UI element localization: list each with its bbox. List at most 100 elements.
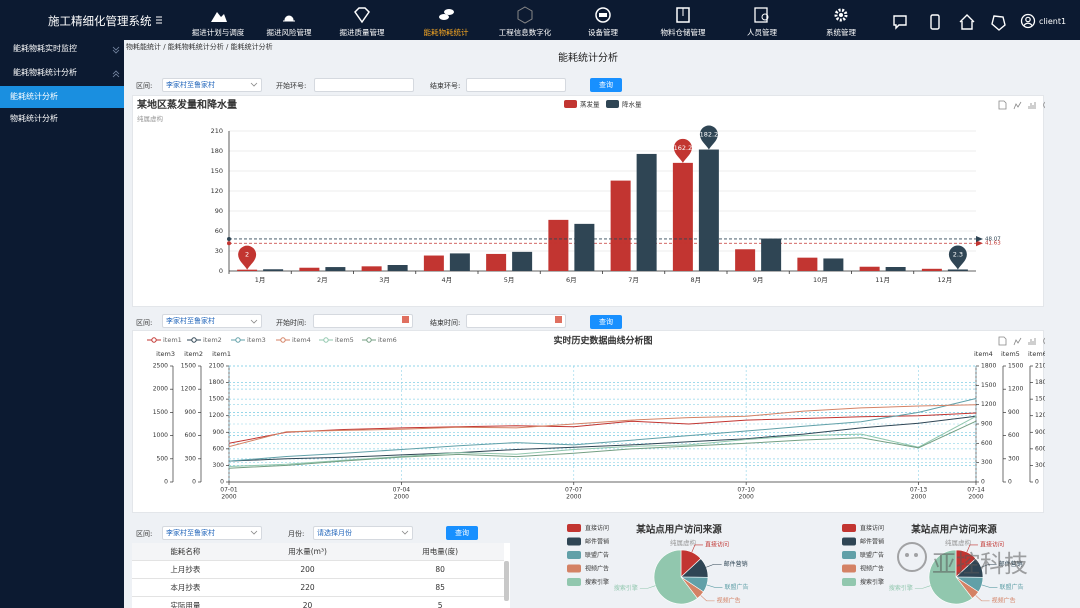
menu-item[interactable]: 物料仓储管理 [643,0,723,40]
section-select[interactable]: 李家村至鲁家村 [162,314,262,328]
legend-label[interactable]: 联盟广告 [860,551,884,559]
legend-label[interactable]: item2 [203,336,222,344]
y-tick-label: 2100 [1035,363,1045,370]
x-tick-label: 2000 [394,494,409,501]
legend-label[interactable]: 联盟广告 [585,551,609,559]
mark-pin-label: 2.3 [953,250,963,258]
y-tick-label: 500 [157,455,169,462]
menu-item[interactable]: 掘进风险管理 [249,0,329,40]
user-icon[interactable] [1020,13,1036,29]
toolbox-icon[interactable] [1043,101,1051,109]
legend-label[interactable]: 降水量 [622,100,642,109]
legend-label[interactable]: 视频广告 [860,565,884,573]
toolbox-icon[interactable] [1013,337,1022,346]
y-tick-label: 1800 [1035,379,1045,386]
toolbox-icon[interactable] [998,336,1007,346]
legend-dot[interactable] [191,337,197,343]
legend-swatch[interactable] [567,524,581,532]
menu-label[interactable]: 掘进计划与调度 [191,28,245,37]
legend-dot[interactable] [151,337,157,343]
y-tick-label: 1500 [1008,363,1023,370]
legend-label[interactable]: item6 [378,336,397,344]
legend-label[interactable]: 直接访问 [585,524,609,532]
menu-label[interactable]: 掘进风险管理 [266,28,312,37]
slice-label: 直接访问 [980,540,1004,548]
scrollbar[interactable] [504,561,509,601]
y-tick-label: 120 [211,187,223,195]
query-button[interactable]: 查询 [446,526,478,540]
legend-swatch[interactable] [842,537,856,546]
toolbox-icon[interactable] [1013,101,1022,110]
legend-label[interactable]: 搜索引擎 [860,578,884,586]
mark-pin-label: 2 [245,251,249,259]
toolbox-icon[interactable] [1028,338,1036,345]
home-icon[interactable] [959,14,975,30]
toolbox[interactable] [998,100,1066,110]
chat-icon[interactable] [893,15,907,30]
menu-item[interactable]: 设备管理 [563,0,643,40]
legend-swatch[interactable] [567,537,581,546]
menu-label[interactable]: 设备管理 [588,28,618,37]
menu-item[interactable]: 掘进计划与调度 [178,0,258,40]
label-line [981,584,998,588]
toolbox-icon[interactable] [1028,102,1036,109]
query-button[interactable]: 查询 [590,78,622,92]
toolbox-icon[interactable] [1043,337,1051,345]
toolbox-icon[interactable] [998,100,1007,110]
x-tick-label: 2000 [911,494,926,501]
cell: 5 [376,596,504,608]
section-select[interactable]: 李家村至鲁家村 [162,526,262,540]
start-ring-input[interactable] [314,78,414,92]
tag-icon[interactable] [991,15,1006,31]
legend-swatch[interactable] [564,100,577,108]
phone-icon[interactable] [930,14,940,30]
menu-label[interactable]: 掘进质量管理 [339,28,385,37]
sidebar-item[interactable]: 能耗物耗统计分析 [13,68,77,77]
end-ring-input[interactable] [466,78,566,92]
legend-label[interactable]: 蒸发量 [580,100,600,109]
start-time-input[interactable] [313,314,413,328]
menu-label[interactable]: 能耗物耗统计 [423,28,469,37]
legend-swatch[interactable] [842,551,856,559]
toolbox[interactable] [998,336,1066,346]
legend-label[interactable]: item5 [335,336,354,344]
month-select[interactable]: 请选择月份 [313,526,413,540]
legend-label[interactable]: item3 [247,336,266,344]
end-time-input[interactable] [466,314,566,328]
menu-item[interactable]: 工程信息数字化 [485,0,565,40]
legend-label[interactable]: item4 [292,336,311,344]
user-name[interactable]: client1 [1039,17,1067,26]
legend-swatch[interactable] [567,578,581,586]
menu-item[interactable]: 人员管理 [722,0,802,40]
sidebar-item[interactable]: 能耗统计分析 [0,86,124,108]
section-select[interactable]: 李家村至鲁家村 [162,78,262,92]
legend-swatch[interactable] [567,564,581,573]
menu-label[interactable]: 物料仓储管理 [660,28,706,37]
legend-dot[interactable] [323,337,329,343]
legend-label[interactable]: 搜索引擎 [585,578,609,586]
legend-label[interactable]: 邮件营销 [585,538,609,546]
legend-swatch[interactable] [606,100,619,108]
sidebar-item[interactable]: 能耗物耗实时监控 [13,44,77,53]
menu-label[interactable]: 系统管理 [826,28,856,37]
legend-swatch[interactable] [567,551,581,559]
sidebar-item[interactable]: 物耗统计分析 [10,114,58,123]
legend-label[interactable]: 直接访问 [860,524,884,532]
menu-item[interactable]: 掘进质量管理 [322,0,402,40]
legend-swatch[interactable] [842,524,856,532]
menu-item[interactable]: 能耗物耗统计 [406,0,486,40]
query-button[interactable]: 查询 [590,315,622,329]
legend-swatch[interactable] [842,578,856,586]
menu-item[interactable]: 系统管理 [801,0,881,40]
legend-swatch[interactable] [842,564,856,573]
x-tick-label: 6月 [566,276,577,284]
legend-label[interactable]: 邮件营销 [860,538,884,546]
legend-label[interactable]: item1 [163,336,182,344]
menu-toggle[interactable] [155,16,163,24]
menu-label[interactable]: 工程信息数字化 [498,28,552,37]
legend-label[interactable]: 视频广告 [585,565,609,573]
menu-label[interactable]: 人员管理 [747,28,777,37]
legend-dot[interactable] [366,337,372,343]
legend-dot[interactable] [280,337,286,343]
legend-dot[interactable] [235,337,241,343]
